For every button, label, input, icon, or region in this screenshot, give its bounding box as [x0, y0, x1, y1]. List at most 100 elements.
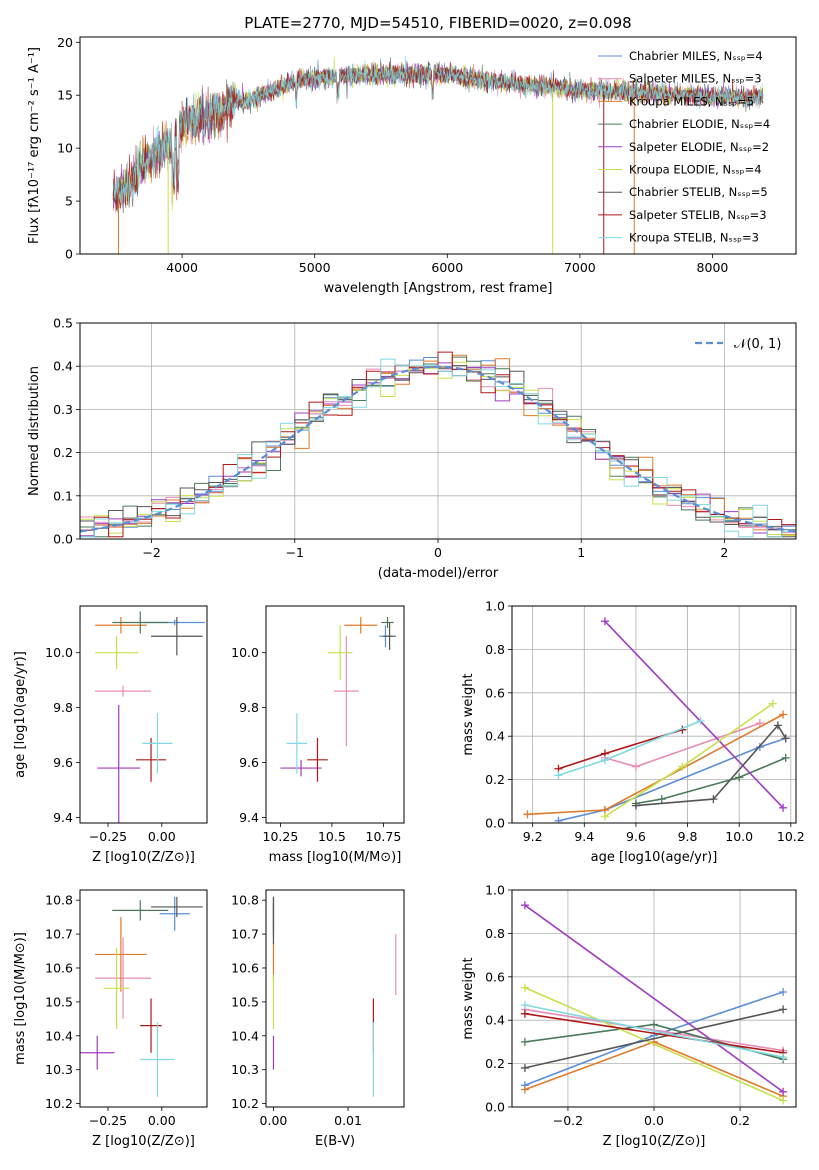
error-cross: [135, 737, 167, 782]
y-tick-label: 0.2: [53, 445, 73, 460]
axes-frame: [79, 322, 797, 540]
x-axis-label: Z [log10(Z/Z⊙)]: [603, 1134, 706, 1149]
legend-label: Kroupa STELIB, Nₛₛₚ=3: [629, 231, 759, 245]
y-tick-label: 10: [57, 141, 73, 156]
x-tick-label: 6000: [431, 260, 463, 275]
y-tick-label: 0.4: [53, 359, 73, 374]
error-cross: [95, 685, 152, 697]
weight-marker: [631, 801, 640, 810]
error-cross: [159, 896, 190, 931]
y-tick-label: 10.4: [231, 1028, 259, 1043]
weight-marker: [523, 810, 532, 819]
chart-age-vs-Z: −0.25 0.00 9.4 9.6 9.8 10.0 Z [log10(Z/Z⊙)] age…: [13, 605, 208, 865]
y-tick-label: 5: [65, 194, 73, 209]
weight-marker: [735, 773, 744, 782]
weight-line: [524, 986, 784, 1102]
error-cross: [103, 947, 130, 1030]
weight-line: [524, 1008, 784, 1069]
error-cross: [383, 622, 396, 650]
weight-marker: [520, 1063, 529, 1072]
legend-label: Chabrier MILES, Nₛₛₚ=4: [629, 49, 763, 63]
x-tick-label: 0.01: [334, 1113, 362, 1128]
error-cross: [286, 713, 308, 774]
x-tick-label: 10.25: [263, 829, 299, 844]
weight-marker: [779, 710, 788, 719]
weight-marker: [657, 795, 666, 804]
y-tick-label: 10.3: [231, 1062, 259, 1077]
x-tick-label: 7000: [564, 260, 596, 275]
axes-frame: [79, 605, 208, 824]
x-tick-label: −1: [286, 545, 304, 560]
legend-label: Salpeter ELODIE, Nₛₛₚ=2: [629, 140, 769, 154]
x-tick-label: 10.2: [777, 829, 805, 844]
x-tick-label: 10.0: [725, 829, 753, 844]
y-tick-label: 10.6: [45, 960, 73, 975]
weight-marker: [520, 1001, 529, 1010]
weight-line: [635, 724, 787, 807]
weight-line: [635, 757, 787, 805]
x-axis-label: (data-model)/error: [378, 566, 499, 581]
error-cross: [97, 704, 141, 823]
x-axis-label: Z [log10(Z/Z⊙)]: [92, 1134, 195, 1149]
x-axis-label: wavelength [Angstrom, rest frame]: [324, 281, 553, 296]
axes-frame: [511, 605, 797, 824]
weight-marker: [650, 1020, 658, 1029]
plot-area: [80, 351, 796, 538]
legend-label: Kroupa ELODIE, Nₛₛₚ=4: [629, 163, 762, 177]
y-tick-label: 0: [65, 247, 73, 262]
x-tick-label: 9.6: [626, 829, 646, 844]
y-tick-label: 0.3: [53, 402, 73, 417]
chart-mass-vs-Z: −0.25 0.00 10.2 10.3 10.4 10.5 10.6 10.7 10.8 Z […: [13, 889, 208, 1149]
y-tick-label: 0.6: [485, 969, 505, 984]
y-tick-label: 0.8: [485, 926, 505, 941]
weight-marker: [678, 762, 687, 771]
axes-frame: [265, 605, 405, 824]
chart-residuals: −2 −1 0 1 2 0.0 0.1 0.2 0.3 0.4 0.5 𝒩(0, 1) (data-mo…: [27, 316, 797, 581]
error-cross: [142, 713, 173, 774]
x-tick-label: −0.2: [553, 1113, 583, 1128]
x-tick-label: 0.00: [148, 1113, 176, 1128]
weight-marker: [600, 812, 609, 821]
error-cross: [112, 611, 169, 634]
x-tick-label: 0.0: [644, 1113, 664, 1128]
weight-marker: [554, 816, 563, 823]
plot-area: [80, 896, 203, 1097]
y-tick-label: 10.6: [231, 960, 259, 975]
x-tick-label: 0: [434, 545, 442, 560]
x-tick-label: 10.5: [318, 829, 346, 844]
legend-label: Chabrier ELODIE, Nₛₛₚ=4: [629, 117, 770, 131]
weight-marker: [779, 1005, 788, 1014]
y-tick-label: 10.8: [45, 893, 73, 908]
weight-marker: [779, 1087, 788, 1096]
y-tick-label: 0.4: [485, 729, 505, 744]
y-tick-label: 0.0: [485, 1100, 505, 1115]
y-tick-label: 9.8: [53, 700, 73, 715]
error-cross: [140, 998, 162, 1053]
weight-marker: [781, 753, 790, 762]
y-tick-label: 9.8: [239, 700, 259, 715]
weight-marker: [773, 721, 782, 730]
y-tick-label: 10.2: [231, 1096, 259, 1111]
error-cross: [381, 616, 394, 628]
error-cross: [280, 759, 322, 777]
plot-area: [520, 901, 788, 1105]
weight-marker: [779, 803, 788, 812]
error-cross: [95, 937, 152, 1019]
chart-mass-vs-EBV: 0.00 0.01 10.2 10.3 10.4 10.5 10.6 10.7 10.8 E(B-…: [231, 889, 405, 1149]
weight-line: [604, 620, 784, 809]
axes-frame: [265, 889, 405, 1108]
weight-marker: [520, 983, 529, 992]
y-tick-label: 10.4: [45, 1028, 73, 1043]
x-tick-label: −2: [142, 545, 160, 560]
y-tick-label: 10.2: [45, 1096, 73, 1111]
y-axis-label: mass [log10(M/M⊙)]: [13, 932, 28, 1065]
error-cross: [95, 636, 139, 670]
weight-marker: [631, 762, 640, 771]
weight-marker: [696, 717, 705, 726]
y-axis-label: age [log10(age/yr)]: [13, 651, 28, 778]
error-cross: [327, 625, 353, 681]
legend-label: 𝒩(0, 1): [734, 337, 781, 352]
legend-label: Kroupa MILES, Nₛₛₚ=5: [629, 94, 754, 108]
x-tick-label: 9.2: [523, 829, 543, 844]
y-tick-label: 0.5: [53, 316, 73, 331]
